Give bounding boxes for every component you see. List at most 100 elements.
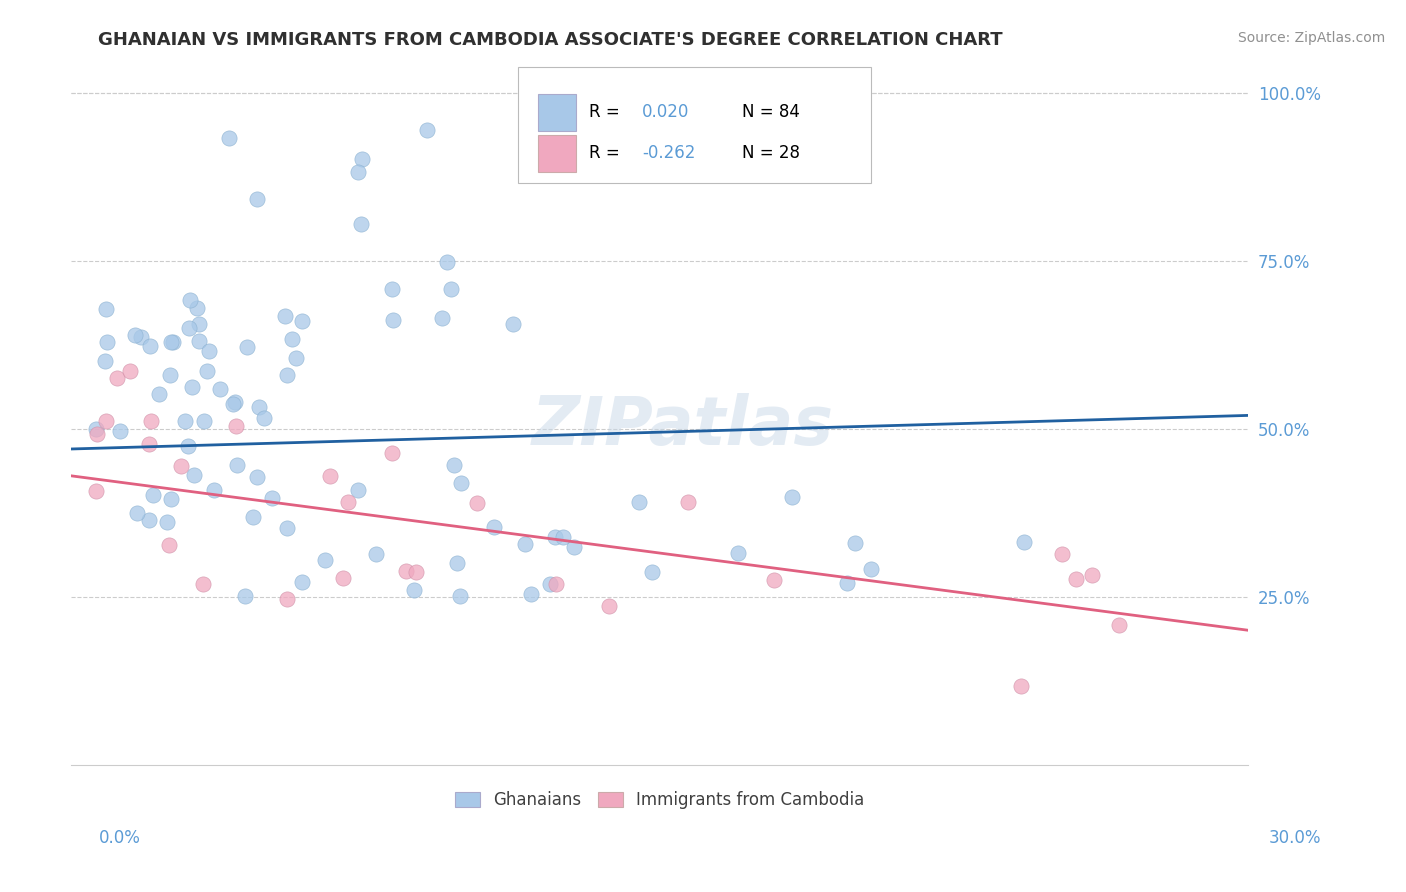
Text: R =: R = <box>589 145 626 162</box>
Point <box>84 422 107 436</box>
Point <box>260 491 283 506</box>
Point <box>138 437 160 451</box>
Point <box>502 317 524 331</box>
Point <box>543 530 565 544</box>
Point <box>314 553 336 567</box>
Point <box>598 599 620 614</box>
Point <box>86 426 108 441</box>
Point <box>125 506 148 520</box>
Point <box>837 576 859 591</box>
Point <box>186 301 208 316</box>
Text: GHANAIAN VS IMMIGRANTS FROM CAMBODIA ASSOCIATE'S DEGREE CORRELATION CHART: GHANAIAN VS IMMIGRANTS FROM CAMBODIA ASS… <box>98 31 1002 49</box>
Point <box>1080 568 1102 582</box>
Text: Source: ZipAtlas.com: Source: ZipAtlas.com <box>1237 31 1385 45</box>
Point <box>465 495 488 509</box>
Point <box>242 509 264 524</box>
Point <box>416 122 439 136</box>
Point <box>233 589 256 603</box>
Text: -0.262: -0.262 <box>643 145 696 162</box>
Point <box>381 445 404 459</box>
Point <box>159 368 181 382</box>
Point <box>366 547 388 561</box>
Point <box>193 577 215 591</box>
Point <box>562 540 585 554</box>
Point <box>859 562 882 576</box>
Point <box>247 400 270 414</box>
Point <box>221 397 243 411</box>
Point <box>346 483 368 497</box>
Point <box>174 414 197 428</box>
Point <box>762 573 785 587</box>
Point <box>139 339 162 353</box>
Point <box>676 495 699 509</box>
Point <box>641 566 664 580</box>
Point <box>183 468 205 483</box>
Point <box>193 414 215 428</box>
Point <box>96 414 118 428</box>
Point <box>202 483 225 497</box>
Point <box>180 380 202 394</box>
Point <box>284 351 307 366</box>
Point <box>253 410 276 425</box>
Point <box>274 309 297 323</box>
Point <box>159 335 181 350</box>
Point <box>436 255 458 269</box>
Point <box>177 321 200 335</box>
Point <box>209 382 232 396</box>
Point <box>332 571 354 585</box>
Point <box>443 458 465 472</box>
Point <box>138 513 160 527</box>
Point <box>291 314 314 328</box>
Point <box>177 439 200 453</box>
Point <box>291 574 314 589</box>
Point <box>142 488 165 502</box>
Point <box>108 424 131 438</box>
Point <box>844 536 866 550</box>
Point <box>319 469 342 483</box>
Point <box>218 131 240 145</box>
Point <box>450 476 472 491</box>
Point <box>281 332 304 346</box>
Point <box>246 192 269 206</box>
Text: N = 28: N = 28 <box>742 145 800 162</box>
Point <box>179 293 201 308</box>
FancyBboxPatch shape <box>538 135 576 171</box>
Point <box>226 458 249 472</box>
Point <box>276 521 298 535</box>
Text: ZIPatlas: ZIPatlas <box>531 393 834 459</box>
Point <box>1010 679 1032 693</box>
Point <box>381 313 404 327</box>
Point <box>224 395 246 409</box>
Point <box>628 495 651 509</box>
Point <box>1064 573 1087 587</box>
FancyBboxPatch shape <box>538 95 576 131</box>
Point <box>546 577 568 591</box>
FancyBboxPatch shape <box>519 67 872 183</box>
Point <box>538 577 561 591</box>
Point <box>129 329 152 343</box>
Point <box>347 165 370 179</box>
Point <box>432 310 454 325</box>
Point <box>1014 535 1036 549</box>
Point <box>782 490 804 504</box>
Point <box>225 418 247 433</box>
Point <box>170 458 193 473</box>
Point <box>198 343 221 358</box>
Text: 30.0%: 30.0% <box>1270 829 1322 847</box>
Point <box>395 564 418 578</box>
Point <box>449 589 471 603</box>
Text: 0.020: 0.020 <box>643 103 689 121</box>
Point <box>1108 617 1130 632</box>
Point <box>195 364 218 378</box>
Point <box>236 340 259 354</box>
Point <box>513 537 536 551</box>
Point <box>96 335 118 350</box>
Point <box>517 131 540 145</box>
Text: N = 84: N = 84 <box>742 103 800 121</box>
Point <box>350 218 373 232</box>
Point <box>139 414 162 428</box>
Point <box>337 495 360 509</box>
Point <box>156 515 179 529</box>
Point <box>246 470 269 484</box>
Point <box>162 335 184 350</box>
